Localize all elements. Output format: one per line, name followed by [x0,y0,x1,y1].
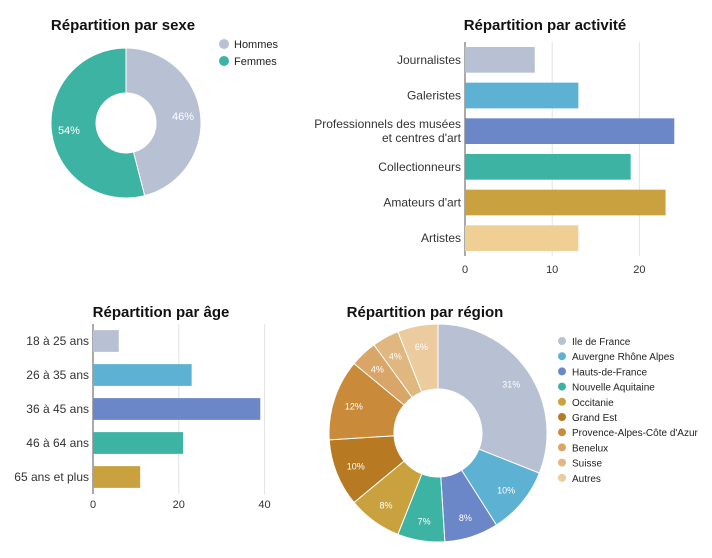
donut-slice [125,47,202,197]
slice-label: 8% [459,513,472,523]
legend-label: Grand Est [572,413,617,424]
bar [93,364,192,386]
x-tick-label: 0 [462,264,468,276]
chart-marks: 46% 54% Hommes Femmes 0 10 20 Journalistes Galer… [14,39,699,543]
slice-label: 12% [345,402,363,412]
legend-label: Benelux [572,443,608,454]
bar [465,46,535,73]
category-label: 26 à 35 ans [26,368,89,382]
legend-label: Hommes [234,39,279,51]
slice-label: 54% [58,125,80,137]
chart-title-activite: Répartition par activité [464,17,627,34]
category-label: Galeristes [407,89,461,103]
legend-label: Ile de France [572,337,631,348]
donut-slice [397,323,439,393]
slice-label: 7% [418,516,431,526]
x-tick-label: 0 [90,499,96,511]
legend-marker [558,443,566,452]
legend-marker [558,367,566,376]
legend-label: Femmes [234,56,277,68]
bar [465,153,631,180]
legend-marker [558,413,566,421]
bar [465,82,579,109]
category-label: et centres d'art [382,131,462,145]
category-label: 46 à 64 ans [26,436,89,450]
category-label: Collectionneurs [378,160,461,174]
category-label: 36 à 45 ans [26,402,89,416]
legend-marker [219,56,229,66]
legend-marker [558,473,566,482]
legend-marker [219,39,229,49]
chart-title-sexe: Répartition par sexe [51,17,195,34]
category-label: Journalistes [397,53,461,67]
category-label: Artistes [421,231,461,245]
slice-label: 8% [379,501,392,511]
legend-label: Nouvelle Aquitaine [572,383,655,394]
slice-label: 4% [371,364,384,374]
slice-label: 4% [389,351,402,361]
slice-label: 10% [347,462,365,472]
legend-label: Hauts-de-France [572,367,647,378]
legend-marker [558,397,566,406]
bar [465,189,666,216]
legend-marker [558,352,566,361]
x-tick-label: 20 [633,264,645,276]
bar [93,432,184,454]
slice-label: 6% [415,342,428,352]
legend-label: Auvergne Rhône Alpes [572,352,674,363]
legend-label: Provence-Alpes-Côte d'Azur [572,428,699,439]
category-label: 65 ans et plus [14,470,89,484]
bar [93,466,141,488]
chart-title-region: Répartition par région [347,304,504,321]
x-tick-label: 40 [258,499,270,511]
legend-marker [558,428,566,437]
x-tick-label: 10 [546,264,558,276]
category-label: 18 à 25 ans [26,334,89,348]
slice-label: 46% [172,111,194,123]
legend-label: Occitanie [572,398,614,409]
bar [93,330,119,352]
legend-marker [558,382,566,391]
category-label: Amateurs d'art [383,196,461,210]
x-tick-label: 20 [173,499,185,511]
bar [465,118,675,145]
slice-label: 10% [497,485,515,495]
donut-slice [50,47,146,199]
legend-marker [558,458,566,467]
category-label: Professionnels des musées [314,117,461,131]
legend-marker [558,337,566,345]
legend-label: Autres [572,474,601,485]
bar [465,225,579,252]
legend-label: Suisse [572,459,602,470]
bar [93,398,261,420]
donut-slice [437,323,548,474]
chart-title-age: Répartition par âge [93,304,230,321]
slice-label: 31% [502,379,520,389]
